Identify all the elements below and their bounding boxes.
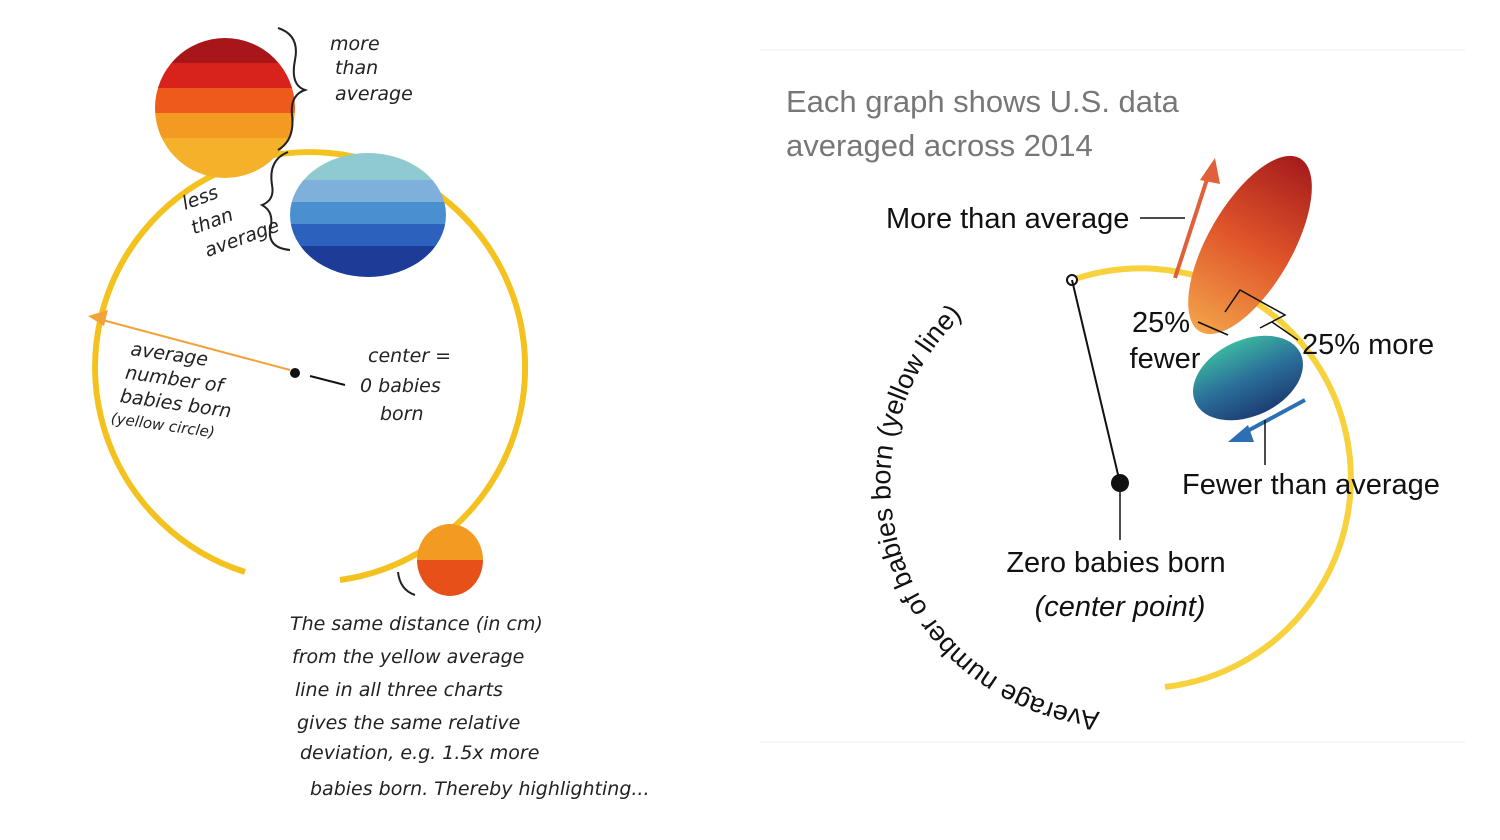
more-arrow [1173,169,1212,279]
arrow-head [88,310,108,326]
line: than [335,57,378,79]
line: The same distance (in cm) [290,613,543,635]
yellow-line [1071,265,1354,690]
line: center = [368,345,451,367]
title: Each graph shows U.S. data averaged acro… [786,84,1188,163]
fewer-petal [1193,335,1303,421]
center-dot [290,368,300,378]
more-25-label: 25% more [1302,329,1434,361]
line: (center point) [1035,591,1206,623]
line: more [330,33,380,55]
circle-label-path: Average number of babies born (yellow li… [866,298,1101,736]
less-label: less than average [179,166,282,264]
center-dot [1111,474,1129,492]
line: from the yellow average [292,646,524,668]
center-label: center = 0 babies born [360,345,457,425]
line: average [335,83,413,105]
brace [397,571,416,596]
leader [1271,321,1299,341]
line: averaged across 2014 [786,128,1093,163]
line: babies born. Thereby highlighting... [310,778,650,800]
brace [259,151,291,251]
more-petal [1188,155,1312,335]
line: Zero babies born [1006,547,1225,579]
line: Each graph shows U.S. data [786,84,1180,119]
leader [1197,321,1229,336]
explainer: Each graph shows U.S. data averaged acro… [760,49,1465,743]
fewer-25-label: 25% fewer [1130,307,1201,375]
yellow-circle [92,149,529,583]
cool-blob [290,153,446,277]
zero-label: Zero babies born (center point) [1006,547,1233,623]
arrow-head [1200,158,1220,184]
more-label: more than average [330,33,413,105]
sketch: more than average less than average aver… [88,27,650,800]
brace [277,27,309,151]
arrow-head [1228,425,1254,442]
note: The same distance (in cm) from the yello… [290,613,650,800]
fewer-label: Fewer than average [1182,469,1440,501]
radius-line [1071,279,1121,484]
fewer-arrow [1239,398,1306,437]
more-label: More than average [886,203,1129,235]
circle-label: Average number of babies born (yellow li… [866,298,1101,736]
arrow [94,317,291,371]
line: gives the same relative [297,712,520,734]
line: line in all three charts [295,679,503,701]
line: fewer [1130,343,1201,375]
line: deviation, e.g. 1.5x more [300,742,539,764]
warm-blob [155,38,295,178]
line: born [380,403,424,425]
arrow [309,375,346,386]
line: 0 babies [360,375,441,397]
small-blob [417,524,483,596]
line: 25% [1132,307,1190,339]
